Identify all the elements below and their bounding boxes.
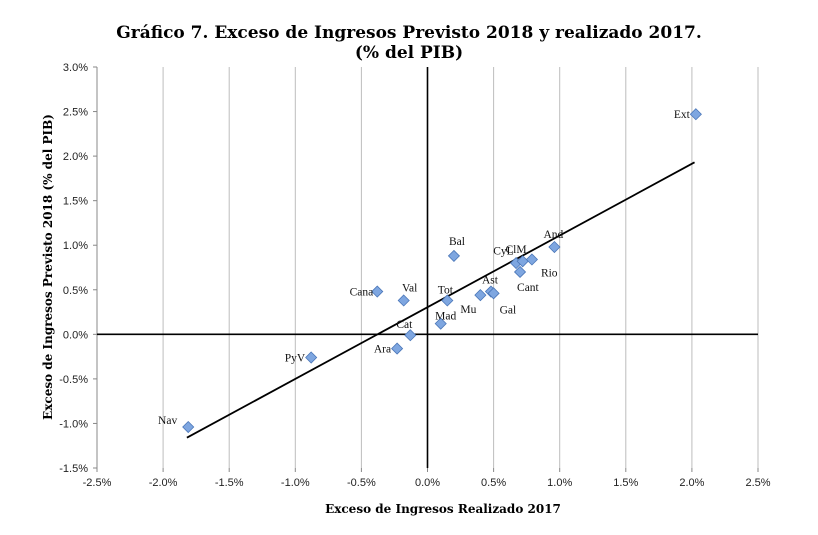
point-label-rio: Rio bbox=[541, 267, 558, 279]
point-label-ext: Ext bbox=[674, 109, 691, 121]
point-label-nav: Nav bbox=[158, 415, 177, 427]
x-tick-label: -2.5% bbox=[83, 477, 112, 489]
y-tick-label: 0.0% bbox=[63, 329, 88, 341]
point-marker-cana bbox=[371, 285, 384, 298]
x-tick-label: 1.0% bbox=[547, 477, 572, 489]
y-tick-label: -0.5% bbox=[59, 374, 88, 386]
point-label-ara: Ara bbox=[374, 344, 391, 356]
chart-subtitle: (% del PIB) bbox=[355, 43, 463, 63]
x-axis-ticks: -2.5% -2.0% -1.5% -1.0% -0.5% 0.0% 0.5% 1.0% 1.5… bbox=[83, 468, 771, 489]
x-tick-label: 0.5% bbox=[481, 477, 506, 489]
point-label-cant: Cant bbox=[517, 282, 540, 294]
y-tick-label: 1.0% bbox=[63, 240, 88, 252]
point-marker-mad bbox=[434, 317, 447, 330]
x-tick-label: -1.0% bbox=[281, 477, 310, 489]
point-marker-mu bbox=[474, 289, 487, 302]
point-label-mu: Mu bbox=[460, 304, 476, 316]
point-label-and: And bbox=[544, 229, 564, 241]
point-label-pyv: PyV bbox=[285, 353, 306, 365]
x-tick-label: -0.5% bbox=[347, 477, 376, 489]
y-axis-title: Exceso de Ingresos Previsto 2018 (% del … bbox=[41, 114, 55, 420]
y-tick-label: 0.5% bbox=[63, 285, 88, 297]
point-marker-ara bbox=[391, 342, 404, 355]
point-label-gal: Gal bbox=[500, 304, 517, 316]
point-marker-ext bbox=[689, 108, 702, 121]
y-tick-label: 3.0% bbox=[63, 62, 88, 74]
zero-axes bbox=[96, 67, 758, 468]
x-tick-label: 2.0% bbox=[679, 477, 704, 489]
point-marker-bal bbox=[447, 249, 461, 262]
point-marker-cant bbox=[513, 265, 527, 279]
point-marker-val bbox=[397, 294, 410, 307]
point-label-cat: Cat bbox=[396, 319, 413, 331]
point-label-val: Val bbox=[402, 282, 417, 294]
y-tick-label: 2.5% bbox=[63, 107, 88, 119]
y-tick-label: 2.0% bbox=[63, 151, 88, 163]
x-tick-label: -2.0% bbox=[149, 477, 178, 489]
point-marker-and bbox=[548, 240, 561, 254]
x-axis-title: Exceso de Ingresos Realizado 2017 bbox=[325, 502, 561, 516]
point-label-bal: Bal bbox=[449, 236, 465, 248]
trendline bbox=[186, 161, 695, 439]
point-marker-rio bbox=[525, 253, 539, 266]
point-label-tot: Tot bbox=[438, 284, 454, 296]
x-tick-label: -1.5% bbox=[215, 477, 244, 489]
y-axis-ticks: -1.5% -1.0% -0.5% 0.0% 0.5% 1.0% 1.5% 2.0% 2.5% 3… bbox=[59, 62, 97, 475]
chart-title: Gráfico 7. Exceso de Ingresos Previsto 2… bbox=[116, 23, 702, 43]
point-marker-gal bbox=[487, 287, 500, 300]
point-label-cyl: CyL bbox=[493, 245, 513, 257]
point-marker-nav bbox=[182, 420, 195, 434]
y-tick-label: -1.5% bbox=[59, 463, 88, 475]
x-tick-label: 2.5% bbox=[745, 477, 770, 489]
y-tick-label: 1.5% bbox=[63, 196, 88, 208]
x-tick-label: 1.5% bbox=[613, 477, 638, 489]
point-label-mad: Mad bbox=[435, 311, 456, 323]
point-marker-tot bbox=[441, 294, 454, 307]
point-label-clm: ClM bbox=[506, 244, 527, 256]
point-label-ast: Ast bbox=[482, 275, 499, 287]
y-tick-label: -1.0% bbox=[59, 418, 88, 430]
trendline-group bbox=[186, 161, 695, 439]
point-label-cana: Cana bbox=[350, 287, 374, 299]
x-tick-label: 0.0% bbox=[415, 477, 440, 489]
point-marker-cat bbox=[404, 329, 417, 342]
point-marker-pyv bbox=[305, 351, 318, 364]
